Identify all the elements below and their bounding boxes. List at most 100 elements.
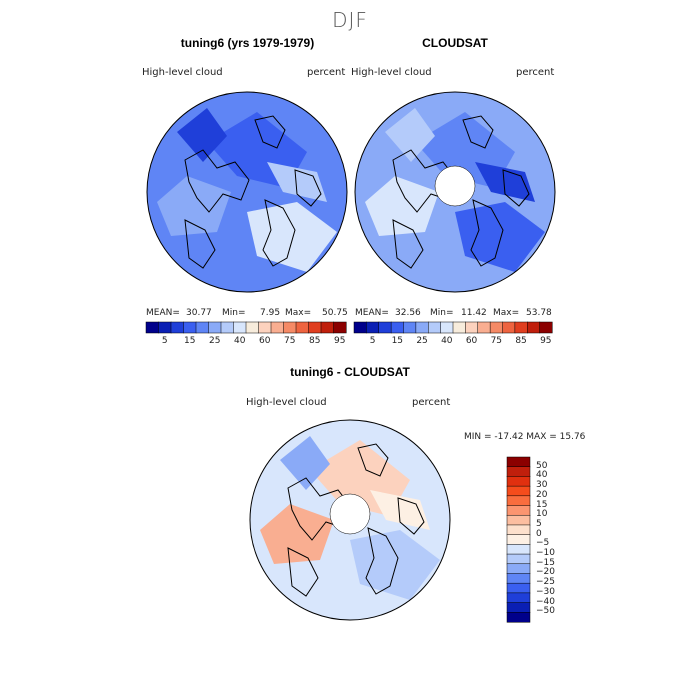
- obs-units-label: percent: [516, 67, 555, 78]
- model-colorbar-swatch: [283, 321, 297, 334]
- model-colorbar-tick-label: 5: [161, 336, 168, 346]
- obs-coastline: [470, 199, 504, 267]
- obs-panel-title: CLOUDSAT: [422, 36, 488, 50]
- model-map-field-patch: [247, 202, 337, 272]
- obs-colorbar-swatch: [452, 321, 466, 334]
- model-colorbar-tick-label: 75: [284, 336, 296, 346]
- diff-colorbar-tick-label: −20: [536, 567, 555, 578]
- diff-colorbar-swatch: [506, 476, 531, 487]
- model-colorbar-swatch: [195, 321, 210, 334]
- diff-colorbar-swatch: [506, 534, 531, 545]
- model-max-label: Max=: [285, 308, 312, 318]
- model-colorbar-tick-label: 15: [184, 336, 196, 346]
- diff-coastline: [287, 547, 319, 597]
- obs-missing-data-hole: [434, 165, 476, 207]
- model-colorbar: [145, 321, 347, 334]
- obs-colorbar-tick-label: 25: [416, 336, 428, 346]
- diff-colorbar-swatch: [506, 612, 531, 623]
- obs-min-label: Min=: [430, 308, 454, 318]
- model-coastline: [184, 149, 250, 213]
- model-units-label: percent: [307, 67, 346, 78]
- diff-colorbar-tick-label: 40: [536, 470, 548, 481]
- diff-colorbar-tick-label: 15: [536, 499, 548, 510]
- diff-colorbar-swatch: [506, 582, 531, 594]
- diff-colorbar-swatch: [506, 495, 531, 507]
- obs-colorbar-swatch: [440, 321, 454, 334]
- diff-colorbar-swatch: [506, 553, 531, 565]
- model-colorbar-swatch: [233, 321, 247, 334]
- model-colorbar-swatch: [245, 321, 260, 334]
- diff-units-label: percent: [412, 397, 451, 408]
- obs-colorbar-swatch: [465, 321, 479, 334]
- diff-colorbar-tick-label: 50: [536, 460, 548, 471]
- diff-colorbar-tick-label: −15: [536, 557, 555, 568]
- diff-coastline: [365, 527, 399, 595]
- obs-max-value: 53.78: [526, 308, 552, 318]
- obs-coastline: [392, 219, 424, 269]
- diff-colorbar-swatch: [506, 514, 531, 526]
- diff-colorbar-swatch: [506, 573, 531, 584]
- obs-colorbar-swatch: [428, 321, 442, 334]
- diff-map-field-patch: [280, 436, 330, 490]
- model-colorbar-swatch: [308, 321, 322, 334]
- obs-map-field-patch: [475, 162, 535, 202]
- obs-map-field-patch: [385, 108, 435, 162]
- diff-colorbar-swatch: [506, 563, 531, 575]
- obs-variable-label: High-level cloud: [351, 67, 432, 78]
- model-mean-value: 30.77: [186, 308, 212, 318]
- diff-colorbar-swatch: [506, 592, 531, 604]
- model-colorbar-swatch: [295, 321, 310, 334]
- obs-colorbar-swatch: [353, 321, 367, 334]
- model-colorbar-swatch: [145, 321, 160, 334]
- obs-colorbar-swatch: [514, 321, 528, 334]
- obs-min-value: 11.42: [461, 308, 487, 318]
- obs-mean-value: 32.56: [395, 308, 421, 318]
- obs-colorbar-swatch: [390, 321, 405, 334]
- model-colorbar-swatch: [158, 321, 172, 334]
- diff-colorbar-tick-label: 30: [536, 480, 548, 491]
- diff-colorbar-tick-label: 5: [536, 518, 542, 529]
- obs-map-border: [354, 91, 556, 293]
- model-min-value: 7.95: [260, 308, 281, 318]
- model-polar-map: [146, 91, 348, 293]
- model-panel-title: tuning6 (yrs 1979-1979): [180, 36, 315, 50]
- obs-colorbar-tick-label: 40: [441, 336, 453, 346]
- diff-colorbar-swatch: [506, 466, 531, 477]
- diff-colorbar-tick-label: −10: [536, 548, 555, 559]
- obs-map-field-patch: [455, 202, 545, 272]
- obs-map-field-patch: [365, 176, 439, 236]
- diff-map-field-patch: [370, 490, 430, 530]
- diff-colorbar-swatch: [506, 485, 531, 497]
- model-map-field-patch: [267, 162, 327, 202]
- obs-colorbar-swatch: [502, 321, 516, 334]
- diff-colorbar-swatch: [506, 602, 531, 613]
- model-map-field-patch: [177, 108, 227, 162]
- obs-coastline: [502, 169, 530, 207]
- obs-colorbar-tick-label: 95: [540, 336, 552, 346]
- model-colorbar-swatch: [320, 321, 335, 334]
- diff-colorbar-tick-label: 0: [536, 528, 542, 539]
- model-map-border: [146, 91, 348, 293]
- obs-colorbar-swatch: [415, 321, 429, 334]
- model-mean-label: MEAN=: [146, 308, 180, 318]
- model-min-label: Min=: [222, 308, 246, 318]
- diff-coastline: [357, 443, 389, 477]
- diff-colorbar-tick-label: 10: [536, 509, 548, 520]
- diff-minmax-text: MIN = -17.42 MAX = 15.76: [464, 432, 586, 442]
- model-max-value: 50.75: [322, 308, 348, 318]
- obs-colorbar-swatch: [403, 321, 417, 334]
- diff-missing-data-hole: [329, 493, 371, 535]
- model-colorbar-tick-label: 40: [234, 336, 246, 346]
- obs-max-label: Max=: [493, 308, 520, 318]
- diff-colorbar: [506, 456, 531, 623]
- diff-variable-label: High-level cloud: [246, 397, 327, 408]
- obs-colorbar-tick-label: 15: [391, 336, 404, 346]
- diff-colorbar-swatch: [506, 456, 531, 468]
- diff-map-border: [249, 419, 451, 621]
- model-colorbar-tick-label: 95: [334, 336, 346, 346]
- obs-mean-label: MEAN=: [355, 308, 389, 318]
- model-colorbar-tick-label: 85: [309, 336, 321, 346]
- obs-colorbar-swatch: [527, 321, 541, 334]
- diff-colorbar-tick-label: −30: [536, 586, 555, 597]
- obs-coastline: [462, 115, 494, 149]
